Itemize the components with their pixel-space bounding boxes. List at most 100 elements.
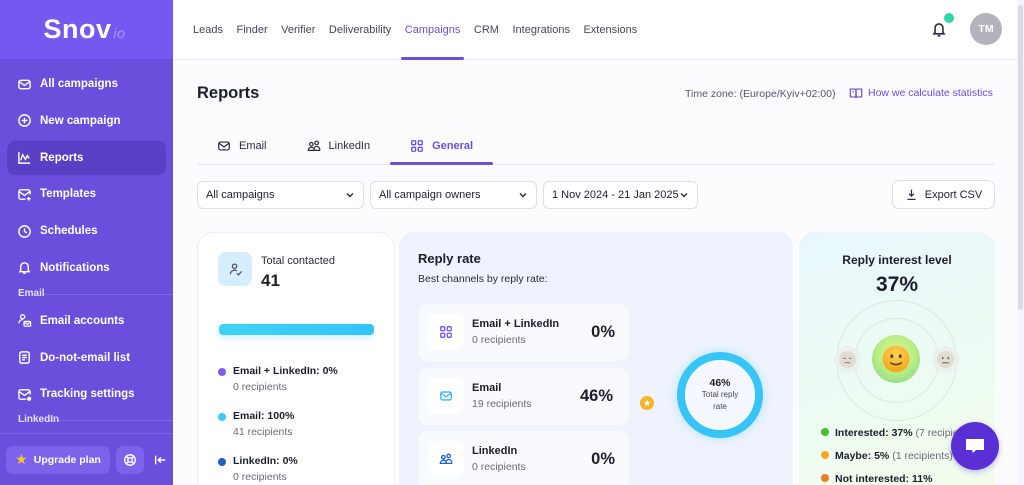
tab-email[interactable]: Email (197, 128, 287, 164)
channel-recipients: 19 recipients (472, 398, 532, 410)
reply-rate-card: Reply rate Best channels by reply rate: … (399, 232, 793, 485)
report-tabs: Email LinkedIn General (197, 128, 994, 165)
sidebar-item-label: Schedules (40, 225, 98, 238)
tab-label: General (432, 140, 474, 152)
chat-icon (966, 439, 984, 453)
sidebar: Snov io All campaigns New campaign Report… (0, 0, 173, 485)
campaigns-select[interactable]: All campaigns (197, 181, 364, 209)
mail-icon (18, 79, 31, 89)
chat-widget-button[interactable] (951, 422, 999, 470)
timezone-label: Time zone: (Europe/Kyiv+02:00) (685, 88, 836, 100)
channel-distribution-bar (219, 324, 374, 335)
sidebar-section-linkedin: LinkedIn (18, 414, 173, 425)
total-reply-rate-donut: 46% Total reply rate (677, 352, 763, 438)
interest-title: Reply interest level (842, 253, 952, 267)
list-doc-icon (19, 351, 30, 364)
sad-face-icon (834, 346, 861, 373)
channel-linkedin: LinkedIn 0 recipients 0% (418, 431, 629, 485)
how-we-calculate-link[interactable]: How we calculate statistics (849, 86, 993, 100)
sidebar-item-email-accounts[interactable]: Email accounts (7, 304, 166, 338)
topnav-verifier[interactable]: Verifier (281, 24, 316, 36)
people-icon (439, 453, 453, 465)
sidebar-item-label: Templates (40, 188, 97, 201)
select-value: All campaigns (206, 189, 275, 201)
mail-tracking-icon (18, 388, 32, 401)
reply-rate-title: Reply rate (418, 251, 481, 266)
export-csv-button[interactable]: Export CSV (892, 180, 995, 209)
scrollbar[interactable] (1017, 0, 1024, 485)
main-content: Reports Time zone: (Europe/Kyiv+02:00) H… (173, 60, 1017, 485)
user-check-icon (218, 252, 252, 286)
topnav-campaigns[interactable]: Campaigns (400, 0, 465, 60)
sidebar-item-do-not-email-list[interactable]: Do-not-email list (7, 341, 166, 375)
channel-name: LinkedIn (472, 445, 518, 457)
best-channel-star-icon: ★ (640, 396, 654, 410)
legend-dot (218, 413, 226, 421)
topnav-crm[interactable]: CRM (473, 24, 499, 36)
channel-email: Email 19 recipients 46% ★ (418, 368, 654, 425)
interest-legend-not-interested: Not interested: 11% (821, 473, 932, 485)
sidebar-item-label: New campaign (40, 114, 121, 127)
campaign-owners-select[interactable]: All campaign owners (370, 181, 537, 209)
topnav-finder[interactable]: Finder (236, 24, 268, 36)
sidebar-footer: ★ Upgrade plan (0, 433, 173, 485)
smiling-face-icon (872, 335, 920, 383)
sidebar-item-label: Reports (40, 151, 84, 164)
bell-icon (18, 262, 31, 275)
chart-icon (18, 151, 31, 164)
date-range-select[interactable]: 1 Nov 2024 - 21 Jan 2025 (543, 181, 698, 209)
channel-email-linkedin: Email + LinkedIn 0 recipients 0% (418, 304, 629, 361)
topnav-integrations[interactable]: Integrations (512, 24, 570, 36)
select-value: All campaign owners (379, 189, 481, 201)
tab-linkedin[interactable]: LinkedIn (287, 128, 391, 164)
sidebar-section-email: Email (18, 288, 173, 299)
notifications-bell-icon[interactable] (930, 20, 948, 38)
total-reply-rate-value: 46% (709, 377, 731, 389)
upgrade-plan-button[interactable]: ★ Upgrade plan (6, 445, 110, 474)
topnav-leads[interactable]: Leads (193, 24, 223, 36)
legend-dot (218, 368, 226, 376)
export-label: Export CSV (924, 188, 983, 201)
sidebar-item-label: All campaigns (40, 78, 118, 90)
sidebar-item-label: Email accounts (40, 314, 125, 327)
legend-dot (218, 458, 226, 466)
sidebar-item-new-campaign[interactable]: New campaign (7, 104, 166, 138)
select-value: 1 Nov 2024 - 21 Jan 2025 (552, 189, 679, 201)
reply-rate-subtitle: Best channels by reply rate: (418, 273, 548, 285)
collapse-sidebar-button[interactable] (152, 452, 168, 468)
channel-rate: 0% (591, 323, 615, 341)
channel-recipients: 0 recipients (472, 461, 526, 473)
upgrade-label: Upgrade plan (33, 453, 101, 466)
page-title: Reports (197, 84, 260, 102)
topnav-deliverability[interactable]: Deliverability (328, 24, 392, 36)
interest-value: 37% (875, 273, 919, 296)
reply-interest-card: Reply interest level 37% Interested: 37%… (799, 232, 995, 485)
mail-template-icon (18, 189, 31, 201)
tab-general[interactable]: General (390, 128, 494, 165)
sidebar-item-all-campaigns[interactable]: All campaigns (7, 67, 166, 101)
scrollbar-thumb[interactable] (1018, 5, 1023, 310)
topnav-extensions[interactable]: Extensions (583, 24, 638, 36)
sidebar-item-label: Do-not-email list (40, 351, 131, 364)
top-nav: Leads Finder Verifier Deliverability Cam… (193, 0, 651, 60)
channel-name: Email (472, 382, 502, 394)
sidebar-item-templates[interactable]: Templates (7, 177, 166, 211)
email-accounts-icon (18, 314, 32, 328)
sidebar-item-reports[interactable]: Reports (7, 140, 166, 175)
avatar[interactable]: TM (970, 13, 1002, 45)
plus-circle-icon (18, 114, 31, 128)
help-button[interactable] (116, 445, 144, 474)
star-icon: ★ (15, 451, 28, 467)
neutral-face-icon (932, 346, 959, 373)
total-contacted-label: Total contacted (261, 255, 335, 267)
logo-text: Snov (43, 14, 112, 44)
grid-icon (411, 140, 424, 152)
notification-dot (944, 13, 954, 23)
filters-row: All campaigns All campaign owners 1 Nov … (197, 181, 704, 209)
sidebar-item-schedules[interactable]: Schedules (7, 214, 166, 248)
sidebar-item-notifications[interactable]: Notifications (7, 251, 166, 285)
interest-legend-maybe: Maybe: 5% (1 recipients) (821, 450, 953, 462)
chevron-down-icon (346, 193, 354, 198)
logo[interactable]: Snov io (0, 0, 173, 59)
sidebar-item-tracking-settings[interactable]: Tracking settings (7, 377, 166, 411)
